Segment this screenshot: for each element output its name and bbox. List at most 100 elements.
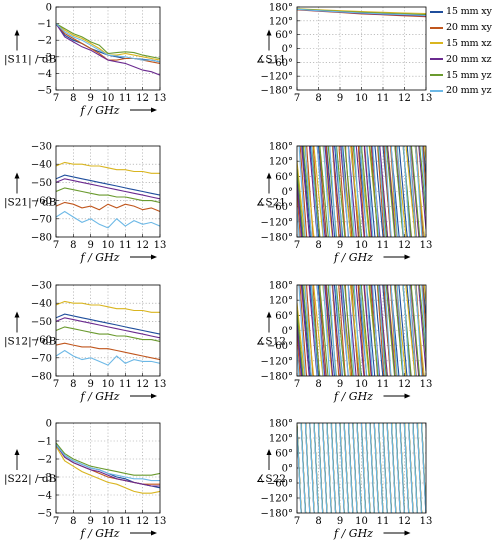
x-tick-label: 13 bbox=[420, 516, 433, 527]
chart-panel-s21_mag: 7 8 9 10 11 12 13 −30 −40 −50 −60 −70 −80 |S21| / dB f… bbox=[4, 142, 166, 265]
plot-frame bbox=[296, 6, 427, 91]
x-axis-label: f / GHz bbox=[80, 527, 120, 540]
y-tick-label: −4 bbox=[37, 491, 52, 502]
x-axis-label: f / GHz bbox=[80, 104, 120, 117]
y-tick-label: −80 bbox=[31, 233, 52, 244]
series-group bbox=[297, 423, 426, 513]
x-tick-label: 9 bbox=[337, 240, 343, 251]
x-tick-label: 11 bbox=[119, 379, 132, 390]
series-line bbox=[297, 146, 426, 237]
y-tick-label: 0° bbox=[282, 326, 293, 337]
y-axis-label: ∡S11 bbox=[256, 54, 286, 66]
x-tick-label: 12 bbox=[398, 240, 411, 251]
y-tick-label: −1 bbox=[37, 437, 52, 448]
y-tick-label: −30 bbox=[31, 281, 52, 292]
y-tick-label: −180° bbox=[261, 509, 293, 520]
y-tick-label: −50 bbox=[31, 317, 52, 328]
x-axis-label: f / GHz bbox=[80, 251, 120, 264]
x-tick-label: 7 bbox=[53, 516, 59, 527]
y-tick-label: 180° bbox=[269, 281, 293, 292]
x-tick-label: 8 bbox=[315, 93, 321, 104]
y-axis-arrowhead bbox=[266, 172, 272, 179]
x-axis-arrowhead bbox=[404, 530, 411, 536]
y-axis-label: |S11| / dB bbox=[4, 54, 57, 67]
y-tick-label: 60° bbox=[275, 311, 293, 322]
y-tick-label: 180° bbox=[269, 142, 293, 153]
legend-swatch bbox=[430, 10, 443, 13]
plot-frame bbox=[296, 422, 427, 514]
x-tick-label: 10 bbox=[102, 516, 115, 527]
y-tick-label: −30 bbox=[31, 142, 52, 153]
y-tick-label: −60° bbox=[267, 341, 293, 352]
y-tick-label: 0° bbox=[282, 44, 293, 55]
x-axis-arrowhead bbox=[404, 393, 411, 399]
x-tick-label: 8 bbox=[70, 379, 76, 390]
chart-panel-s22_mag: 7 8 9 10 11 12 13 0 −1 −2 −3 −4 −5 |S22| / dB f / GHz bbox=[4, 419, 166, 541]
chart-panel-s12_phase: 7 8 9 10 11 12 13 180° 120° 60° 0° −60° −120° −180° ∡S… bbox=[256, 281, 432, 404]
series-line bbox=[56, 446, 160, 494]
y-tick-label: 0° bbox=[282, 187, 293, 198]
y-tick-label: 0° bbox=[282, 464, 293, 475]
y-tick-label: −2 bbox=[37, 455, 52, 466]
y-tick-label: −180° bbox=[261, 233, 293, 244]
legend-swatch bbox=[430, 26, 443, 29]
x-tick-label: 7 bbox=[53, 379, 59, 390]
y-axis-arrowhead bbox=[266, 29, 272, 36]
x-tick-label: 9 bbox=[337, 516, 343, 527]
y-axis-arrowhead bbox=[266, 311, 272, 318]
x-axis-label: f / GHz bbox=[333, 527, 373, 540]
legend-label: 15 mm xz bbox=[446, 37, 492, 49]
y-tick-label: 0 bbox=[46, 3, 52, 14]
y-tick-label: −5 bbox=[37, 509, 52, 520]
plot-frame bbox=[55, 6, 161, 91]
y-tick-label: 120° bbox=[269, 434, 293, 445]
legend-label: 20 mm yz bbox=[446, 85, 492, 97]
y-tick-label: −4 bbox=[37, 69, 52, 80]
x-tick-label: 12 bbox=[136, 240, 149, 251]
y-tick-label: 60° bbox=[275, 172, 293, 183]
y-tick-label: −120° bbox=[261, 72, 293, 83]
y-axis-arrowhead bbox=[14, 172, 20, 179]
legend-item: 20 mm xz bbox=[430, 51, 496, 67]
x-tick-label: 12 bbox=[136, 93, 149, 104]
x-tick-label: 13 bbox=[154, 516, 167, 527]
series-line bbox=[297, 285, 426, 376]
x-tick-label: 13 bbox=[154, 93, 167, 104]
x-tick-label: 11 bbox=[119, 516, 132, 527]
x-tick-label: 8 bbox=[315, 379, 321, 390]
y-tick-label: −180° bbox=[261, 372, 293, 383]
series-line bbox=[56, 442, 160, 476]
x-tick-label: 10 bbox=[355, 379, 368, 390]
x-tick-label: 8 bbox=[315, 240, 321, 251]
y-tick-label: −180° bbox=[261, 86, 293, 97]
x-tick-label: 12 bbox=[136, 379, 149, 390]
series-line bbox=[56, 342, 160, 361]
x-tick-label: 11 bbox=[119, 93, 132, 104]
y-tick-label: −80 bbox=[31, 372, 52, 383]
series-line bbox=[56, 349, 160, 366]
y-tick-label: −2 bbox=[37, 36, 52, 47]
y-axis-arrowhead bbox=[14, 311, 20, 318]
x-tick-label: 9 bbox=[337, 93, 343, 104]
y-tick-label: 60° bbox=[275, 30, 293, 41]
y-axis-label: ∡S12 bbox=[256, 336, 286, 348]
plot-frame bbox=[55, 284, 161, 377]
y-tick-label: −50 bbox=[31, 178, 52, 189]
x-axis-arrowhead bbox=[151, 393, 157, 399]
plot-frame bbox=[55, 422, 161, 514]
x-tick-label: 8 bbox=[70, 93, 76, 104]
series-line bbox=[56, 326, 160, 342]
y-tick-label: −3 bbox=[37, 52, 52, 63]
x-tick-label: 7 bbox=[294, 516, 300, 527]
series-line bbox=[56, 187, 160, 203]
y-tick-label: −1 bbox=[37, 19, 52, 30]
legend-swatch bbox=[430, 58, 443, 61]
y-tick-label: 60° bbox=[275, 449, 293, 460]
x-tick-label: 7 bbox=[294, 93, 300, 104]
series-line bbox=[56, 201, 160, 213]
x-tick-label: 7 bbox=[53, 240, 59, 251]
series-line bbox=[56, 210, 160, 229]
x-tick-label: 12 bbox=[398, 379, 411, 390]
chart-panel-s12_mag: 7 8 9 10 11 12 13 −30 −40 −50 −60 −70 −80 |S12| / dB f… bbox=[4, 281, 166, 404]
x-tick-label: 13 bbox=[420, 93, 433, 104]
